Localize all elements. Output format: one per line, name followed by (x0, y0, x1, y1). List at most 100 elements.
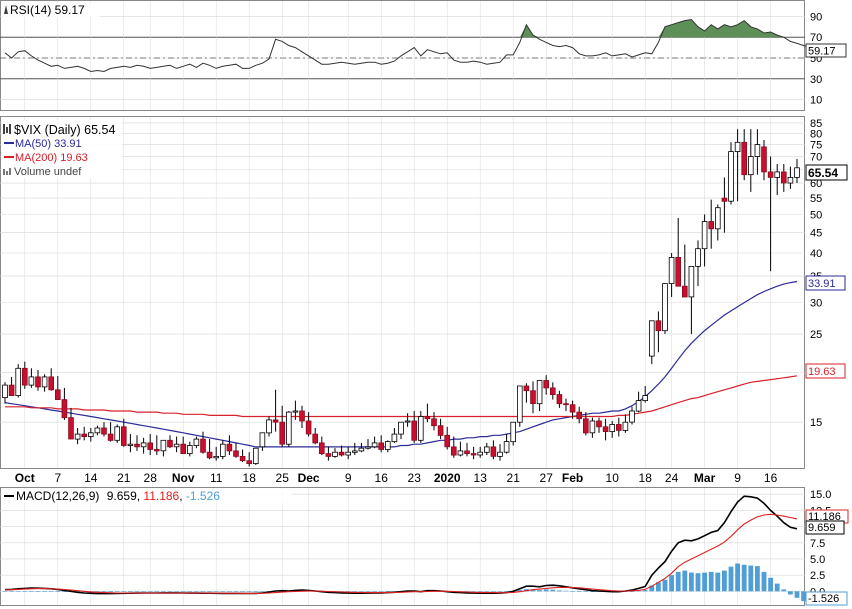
signal-line (4, 513, 798, 594)
macd-hist-bar (735, 563, 740, 592)
price-y-tick: 60 (810, 178, 822, 190)
macd-hist-bar (537, 590, 542, 592)
macd-hist-bar (590, 591, 595, 592)
macd-y-axis: 15.012.510.07.55.02.50.0 (810, 489, 831, 598)
macd-hist-bar (365, 591, 371, 592)
macd-hist-bar (543, 589, 549, 592)
macd-hist-bar (352, 591, 358, 592)
macd-hist-bar (9, 591, 14, 592)
macd-hist-bar (497, 591, 503, 592)
candle-body (734, 141, 741, 153)
macd-hist-bar (741, 564, 747, 592)
candle-body (127, 443, 134, 446)
rsi-last-value-badge: 59.17 (805, 43, 847, 58)
macd-badge: 9.659 (805, 520, 845, 535)
macd-hist-bar (642, 590, 648, 592)
candle-body (312, 433, 318, 444)
macd-y-tick: 2.5 (810, 570, 825, 582)
candle-body (728, 151, 734, 202)
candle-body (160, 439, 167, 452)
price-legend: $VIX (Daily) 65.54 MA(50) 33.91 MA(200) … (2, 120, 122, 178)
candle-body (338, 451, 345, 456)
candle-body (563, 403, 569, 406)
macd-hist-bar (570, 591, 575, 592)
macd-hist-bar (359, 591, 364, 592)
ma200-line (5, 375, 798, 418)
legend-volume: Volume undef (14, 166, 82, 178)
macd-hist-bar (708, 571, 714, 592)
candle-body (424, 416, 431, 420)
legend-ma50: MA(50) 33.91 (15, 138, 82, 150)
candle-body (378, 442, 384, 450)
macd-y-tick: 15.0 (810, 489, 831, 501)
macd-hist-bar (801, 591, 806, 602)
candle-body (437, 425, 444, 436)
macd-hist-bar (220, 591, 226, 592)
x-tick-label: 21 (507, 471, 521, 485)
macd-hist-bar (550, 589, 556, 592)
macd-hist-bar (755, 566, 760, 592)
macd-hist-bar (748, 565, 754, 592)
macd-hist-bar (385, 591, 391, 592)
rsi-overbought-fill (5, 19, 837, 38)
candle-body (193, 438, 200, 447)
macd-hist-bar (194, 591, 199, 592)
candle-body (675, 256, 681, 287)
macd-badge-value: 9.659 (808, 522, 836, 534)
signal-value-text: 11.186 (143, 489, 179, 503)
candle-body (774, 171, 780, 178)
macd-hist-bar (253, 591, 259, 592)
ma50-value: 33.91 (808, 278, 836, 290)
ma200-value: 19.63 (808, 366, 836, 378)
macd-hist-bar (233, 591, 239, 592)
candle-body (635, 400, 642, 412)
candle-body (701, 221, 708, 250)
candle-body (741, 141, 747, 176)
macd-hist-bar (583, 591, 589, 592)
macd-hist-bar (246, 591, 252, 592)
rsi-y-tick: 30 (810, 74, 822, 86)
price-y-tick: 70 (810, 151, 822, 163)
candle-body (530, 390, 536, 405)
candle-body (787, 176, 794, 184)
candle-body (503, 441, 510, 453)
candle-body (114, 426, 121, 441)
legend-ma200: MA(200) 19.63 (15, 152, 88, 164)
candle-body (332, 451, 338, 457)
candle-body (259, 432, 266, 448)
macd-hist-bar (187, 591, 193, 592)
candle-body (404, 420, 411, 423)
macd-hist-bar (563, 590, 569, 592)
rsi-overbought-area (5, 19, 837, 38)
candle-body (74, 433, 81, 440)
rsi-last-value: 59.17 (808, 46, 836, 58)
candle-body (226, 443, 233, 452)
candle-body (550, 387, 556, 395)
candle-body (523, 385, 530, 392)
macd-hist-bar (629, 591, 635, 592)
macd-title-group: MACD(12,26,9) 9.659, 11.186, -1.526 (16, 489, 220, 503)
candle-body (490, 446, 497, 457)
candle-body (431, 418, 437, 427)
candle-body (708, 221, 714, 230)
macd-hist-bar (260, 591, 265, 592)
x-tick-label: 18 (243, 471, 257, 485)
candle-body (721, 197, 728, 202)
macd-title-text: MACD(12,26,9) (16, 489, 99, 503)
ma200-badge: 19.63 (805, 363, 846, 379)
candle-body (695, 248, 701, 267)
price-y-tick: 55 (810, 193, 822, 205)
candle-body (213, 455, 220, 459)
candle-body (384, 441, 391, 450)
x-tick-label: 9 (734, 471, 741, 485)
price-y-tick: 50 (810, 210, 822, 222)
candle-body (391, 433, 398, 443)
candle-body (616, 424, 622, 431)
candle-body (569, 404, 576, 413)
candle-body (107, 433, 114, 441)
candle-body (629, 410, 635, 423)
candle-body (781, 171, 787, 184)
